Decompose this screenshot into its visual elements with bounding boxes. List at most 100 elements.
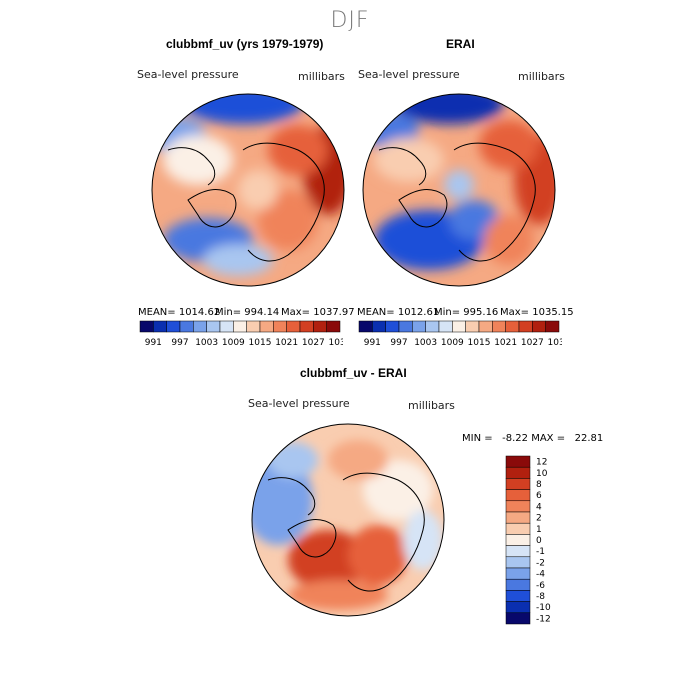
- panel1-low-north: [183, 94, 303, 124]
- panel1-neutral-west: [163, 135, 233, 185]
- panel1-colorbar-tick-label: 1015: [249, 338, 272, 348]
- panel3-colorbar-tick-label: 1: [536, 525, 542, 535]
- panel2-colorbar-swatch: [412, 320, 426, 333]
- panel2-colorbar-swatch: [478, 320, 493, 333]
- figure-title: DJF: [330, 8, 370, 33]
- panel3-coastline-eurasia: [342, 472, 425, 592]
- panel1-colorbar-swatch: [233, 320, 247, 333]
- panel1-colorbar-swatch: [273, 320, 287, 333]
- panel3-title: clubbmf_uv - ERAI: [300, 366, 407, 380]
- panel3-colorbar-swatch: [505, 590, 531, 602]
- panel3-minmax: MIN = -8.22 MAX = 22.81: [462, 433, 604, 444]
- panel2-colorbar-swatch: [438, 320, 453, 333]
- panel1-colorbar-swatch: [206, 320, 221, 333]
- panel1-coastline-america: [167, 147, 216, 186]
- panel3-colorbar-swatch: [505, 601, 531, 614]
- panel1-colorbar-swatch: [179, 320, 194, 333]
- panel3-colorbar-swatch: [505, 534, 531, 546]
- panel1-max: Max= 1037.97: [281, 307, 355, 318]
- panel1-colorbar-swatch: [259, 320, 274, 333]
- panel3-variable-label: Sea-level pressure: [248, 397, 350, 410]
- panel2-title: ERAI: [446, 37, 475, 51]
- panel3-colorbar-swatch: [505, 489, 531, 502]
- panel3-colorbar-swatch: [505, 612, 531, 625]
- panel2-colorbar-swatch: [372, 320, 386, 333]
- panel1-mean: MEAN= 1014.62: [138, 307, 221, 318]
- panel1-colorbar-tick-label: 1003: [195, 338, 218, 348]
- panel2-colorbar-tick-label: 1009: [441, 338, 464, 348]
- panel3-colorbar-swatch: [505, 522, 531, 535]
- panel3-positive-south: [348, 525, 408, 585]
- panel1-colorbar-tick-label: 1027: [302, 338, 325, 348]
- panel1-min: Min= 994.14: [215, 307, 280, 318]
- panel2-neutral-west: [374, 138, 444, 182]
- panel2-colorbar-swatch: [358, 320, 373, 333]
- panel2-colorbar-swatch: [518, 320, 533, 333]
- panel1-coastline-eurasia: [242, 142, 325, 262]
- panel3-colorbar-swatch: [505, 578, 531, 591]
- panel2-colorbar-tick-label: 1033: [548, 338, 562, 348]
- panel3-colorbar-swatch: [505, 567, 531, 580]
- panel2-colorbar-swatch: [545, 320, 560, 333]
- panel2-units-label: millibars: [518, 70, 565, 83]
- panel1-colorbar-swatch: [286, 320, 301, 333]
- panel3-colorbar-swatch: [505, 478, 531, 490]
- panel1-colorbar-swatch: [139, 320, 154, 333]
- panel2-variable-label: Sea-level pressure: [358, 68, 460, 81]
- panel3-negative-northwest: [268, 442, 318, 478]
- panel1-colorbar-swatch: [153, 320, 167, 333]
- panel3-polar-map: [251, 423, 445, 617]
- panel3-negative-east: [403, 510, 443, 570]
- panel3-colorbar-tick-label: -8: [536, 592, 545, 602]
- panel2-coastline-america: [378, 147, 427, 186]
- panel2-colorbar-swatch: [425, 320, 440, 333]
- panel3-colorbar-tick-label: 0: [536, 536, 542, 546]
- panel2-coastline-eurasia: [453, 142, 536, 262]
- panel1-colorbar-swatch: [246, 320, 261, 333]
- panel1-colorbar-swatch: [166, 320, 181, 333]
- panel1-colorbar-swatch: [326, 320, 341, 333]
- panel3-colorbar-tick-label: -2: [536, 558, 545, 568]
- panel3-map-border: [251, 423, 445, 617]
- panel3-colorbar-swatch: [505, 511, 531, 524]
- panel1-variable-label: Sea-level pressure: [137, 68, 239, 81]
- panel3-colorbar-swatch: [505, 556, 531, 569]
- panel1-colorbar-swatch: [299, 320, 314, 333]
- panel1-colorbar-swatch: [193, 320, 207, 333]
- panel2-colorbar-swatch: [532, 320, 546, 333]
- panel3-colorbar-tick-label: 10: [536, 469, 548, 479]
- panel1-polar-map: [151, 93, 345, 287]
- panel3-colorbar-tick-label: 8: [536, 480, 542, 490]
- panel1-colorbar-tick-label: 1033: [329, 338, 343, 348]
- panel1-colorbar-tick-label: 997: [171, 338, 188, 348]
- panel1-title: clubbmf_uv (yrs 1979-1979): [166, 37, 324, 51]
- panel2-coastline-greenland: [398, 189, 448, 228]
- panel1-coastline-greenland: [187, 189, 237, 228]
- panel1-colorbar-tick-label: 991: [145, 338, 162, 348]
- panel1-colorbar-tick-label: 1009: [222, 338, 245, 348]
- panel2-colorbar-swatch: [505, 320, 520, 333]
- panel2-max: Max= 1035.15: [500, 307, 574, 318]
- panel1-high-southeast: [258, 190, 318, 250]
- panel1-colorbar-swatch: [313, 320, 327, 333]
- panel3-colorbar-swatch: [505, 466, 531, 479]
- panel2-polar-map: [362, 93, 556, 287]
- panel2-colorbar-tick-label: 997: [390, 338, 407, 348]
- panel2-colorbar-swatch: [398, 320, 413, 333]
- panel3-colorbar-tick-label: -12: [536, 614, 551, 624]
- panel2-mean: MEAN= 1012.61: [357, 307, 440, 318]
- panel3-colorbar-tick-label: -4: [536, 570, 545, 580]
- panel3-coastline-america: [267, 477, 316, 516]
- panel1-low-south: [203, 244, 273, 276]
- panel3-positive-southwest: [288, 530, 368, 590]
- panel3-colorbar-tick-label: 6: [536, 491, 542, 501]
- panel1-colorbar-tick-label: 1021: [275, 338, 298, 348]
- panel2-colorbar-tick-label: 1015: [468, 338, 491, 348]
- panel3-colorbar-swatch: [505, 500, 531, 513]
- panel1-colorbar-swatch: [219, 320, 234, 333]
- panel3-colorbar-tick-label: 12: [536, 458, 547, 468]
- panel2-low-north: [394, 94, 504, 124]
